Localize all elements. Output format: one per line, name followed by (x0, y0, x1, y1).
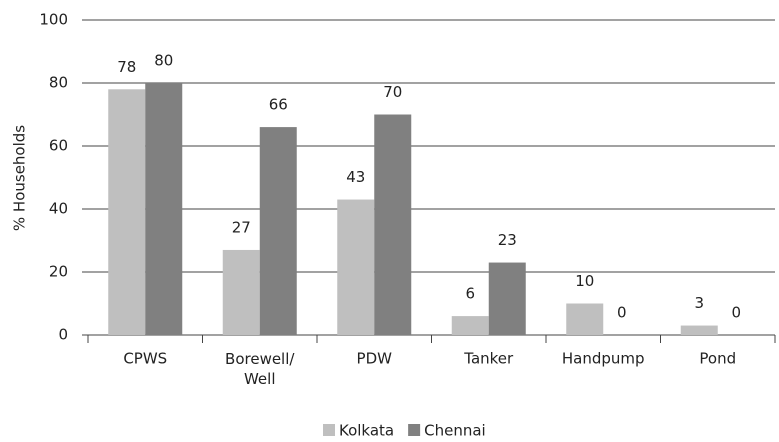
x-tick-label: Pond (699, 350, 736, 368)
bar (680, 325, 718, 335)
data-label: 0 (617, 304, 627, 322)
y-tick-label: 60 (49, 137, 68, 155)
y-axis-label: % Households (11, 125, 29, 231)
x-tick-label: Tanker (463, 350, 514, 368)
bar (259, 127, 297, 335)
data-label: 3 (694, 294, 704, 312)
x-tick-label: PDW (357, 350, 393, 368)
x-tick-label: CPWS (123, 350, 167, 368)
data-label: 0 (731, 304, 741, 322)
bar (145, 83, 183, 335)
legend-swatch (323, 424, 335, 436)
bar (374, 114, 412, 335)
data-label: 66 (269, 96, 288, 114)
bar (222, 249, 260, 335)
bar (108, 89, 146, 335)
data-label: 43 (346, 168, 365, 186)
legend-label: Chennai (424, 422, 486, 440)
legend-swatch (408, 424, 421, 436)
bar (488, 262, 526, 335)
x-tick-label: Handpump (562, 350, 645, 368)
data-label: 70 (383, 83, 402, 101)
data-label: 10 (575, 272, 594, 290)
bar (337, 199, 375, 335)
x-tick-label: Borewell/Well (225, 350, 295, 388)
bar (451, 316, 489, 335)
data-label: 78 (117, 58, 136, 76)
data-label: 27 (232, 218, 251, 236)
data-label: 80 (154, 52, 173, 70)
data-label: 23 (498, 231, 517, 249)
legend-label: Kolkata (339, 422, 394, 440)
bar (566, 303, 604, 335)
y-tick-label: 40 (49, 200, 68, 218)
y-tick-label: 20 (49, 263, 68, 281)
y-tick-label: 100 (39, 11, 68, 29)
y-tick-label: 0 (58, 326, 68, 344)
data-label: 6 (465, 285, 475, 303)
y-tick-label: 80 (49, 74, 68, 92)
